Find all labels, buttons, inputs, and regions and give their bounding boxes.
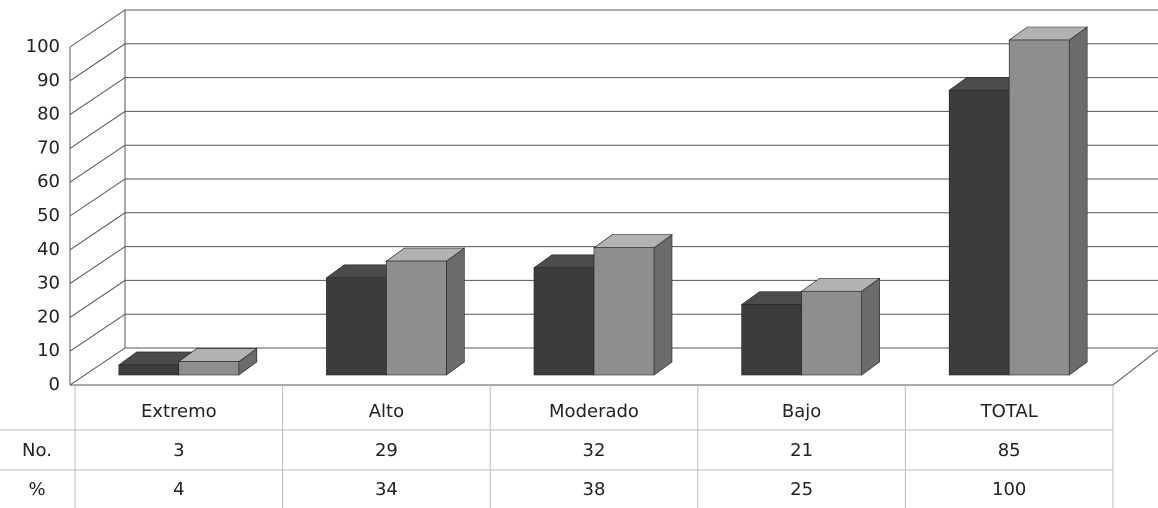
grid-line [69,43,1158,82]
x-tick-label: Bajo [782,401,821,422]
bar [741,304,802,376]
y-tick-label: 100 [26,36,60,57]
row-label: % [28,479,45,500]
bar-side [446,247,465,376]
grid-line [69,9,1158,48]
table-value: 21 [790,440,813,461]
y-tick-label: 40 [37,239,60,260]
table-value: 29 [375,440,398,461]
y-tick-label: 30 [37,273,60,294]
y-tick-label: 80 [37,104,60,125]
bar [178,361,240,376]
table-value: 4 [173,479,184,500]
grid-line [69,178,1158,217]
x-tick-label: Moderado [549,401,639,422]
grid-line [69,77,1158,116]
bar [801,290,862,376]
bar [386,260,447,376]
bar-side [861,277,880,376]
bar [1008,39,1070,376]
grid-line [69,212,1158,251]
y-tick-label: 60 [37,171,60,192]
bar [533,267,595,376]
table-value: 32 [583,440,606,461]
y-tick-label: 50 [37,205,60,226]
table-value: 3 [173,440,184,461]
grid-line [69,110,1158,149]
table-value: 25 [790,479,813,500]
grid-line [69,279,1158,318]
table-value: 38 [583,479,606,500]
row-label: No. [22,440,52,461]
bar-side [1068,26,1088,376]
y-tick-label: 10 [37,340,60,361]
grid-line [69,144,1158,183]
y-tick-label: 90 [37,70,60,91]
x-tick-label: Alto [369,401,404,422]
y-tick-label: 70 [37,137,60,158]
y-tick-label: 0 [49,374,60,395]
bar [118,364,180,376]
bar [326,277,387,376]
bar [593,247,655,376]
bar [948,89,1010,376]
table-value: 34 [375,479,398,500]
table-value: 85 [998,440,1021,461]
x-tick-label: TOTAL [980,401,1038,422]
table-value: 100 [992,479,1026,500]
x-tick-label: Extremo [141,401,217,422]
bar-side [653,234,673,376]
table: No. % [0,385,1114,508]
grid-line [69,246,1158,285]
y-tick-label: 20 [37,306,60,327]
